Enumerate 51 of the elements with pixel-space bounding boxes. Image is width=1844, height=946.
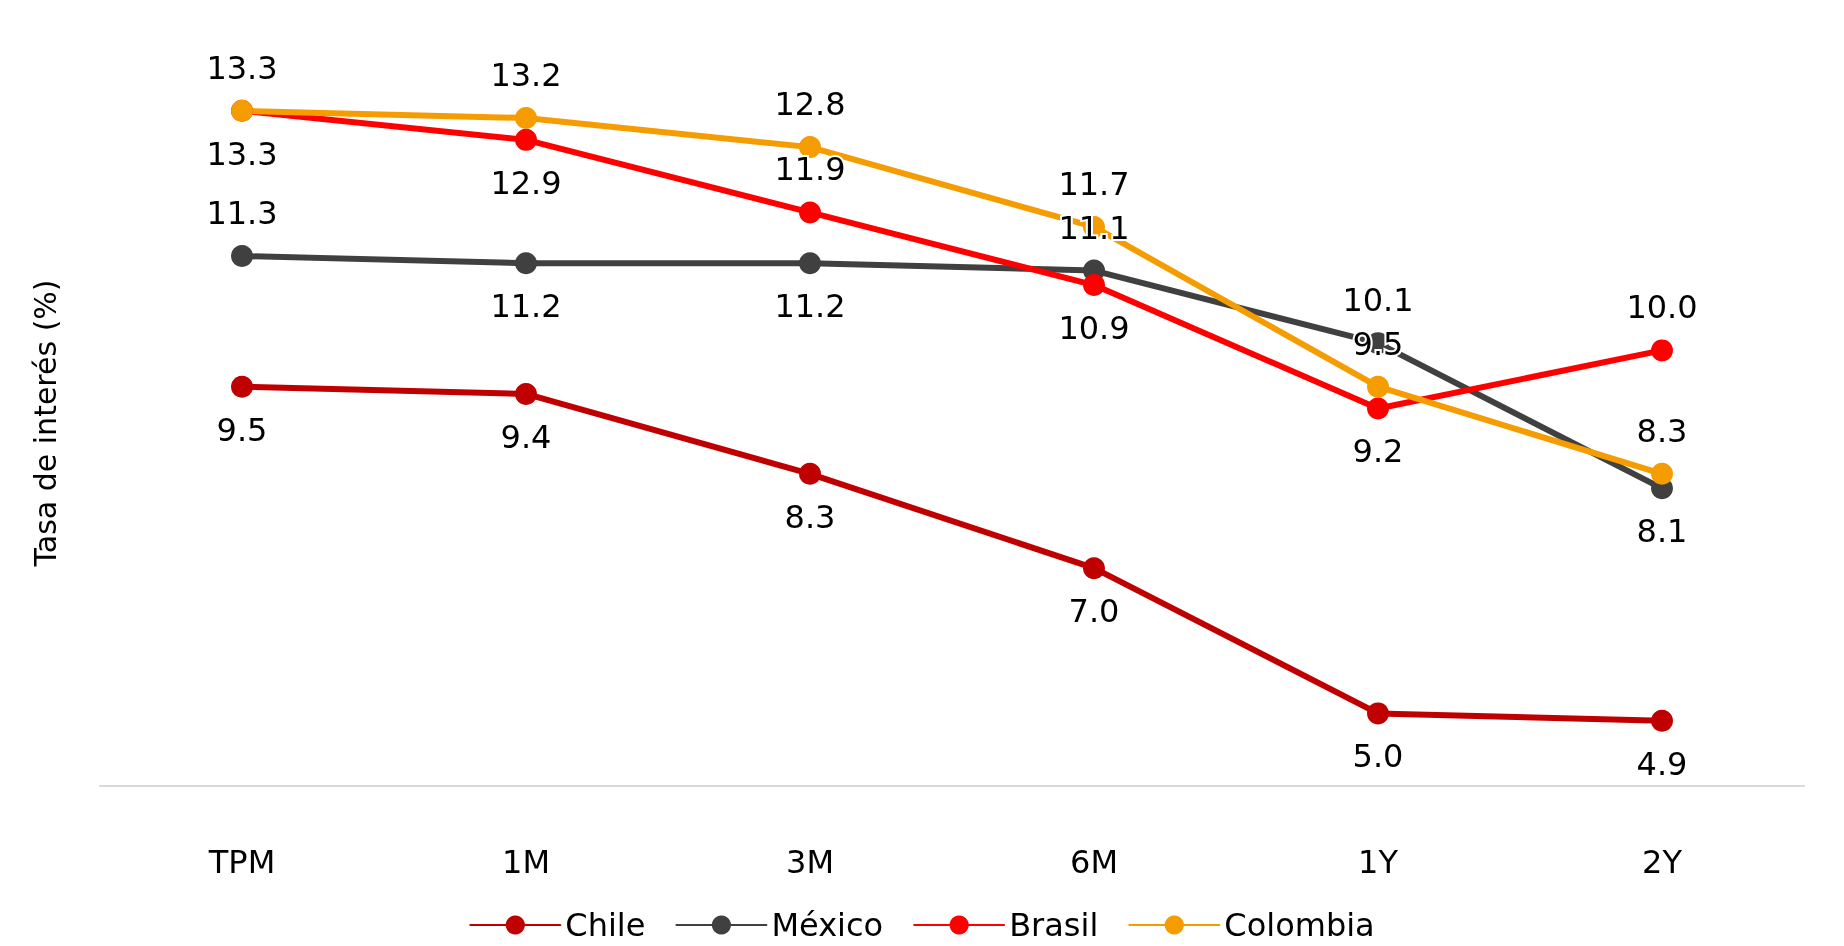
data-label: 10.0 bbox=[1626, 288, 1698, 327]
point bbox=[1367, 702, 1389, 725]
data-label: 8.3 bbox=[1636, 411, 1688, 450]
data-label: 11.7 bbox=[1058, 164, 1130, 203]
legend-label: México bbox=[771, 906, 884, 944]
data-label: 8.1 bbox=[1636, 512, 1688, 551]
y-axis-title: Tasa de interés (%) bbox=[27, 279, 63, 568]
point bbox=[1367, 375, 1389, 398]
data-label: 8.3 bbox=[784, 497, 836, 536]
point bbox=[799, 252, 821, 275]
data-label: 13.3 bbox=[206, 134, 278, 173]
legend-label: Colombia bbox=[1224, 906, 1375, 944]
point bbox=[515, 107, 537, 130]
point bbox=[231, 245, 253, 268]
point bbox=[1083, 274, 1105, 297]
data-label: 9.2 bbox=[1352, 432, 1404, 471]
data-label: 7.0 bbox=[1068, 592, 1120, 631]
legend-label: Chile bbox=[565, 906, 646, 944]
data-label: 13.3 bbox=[206, 48, 278, 87]
data-label: 4.9 bbox=[1636, 744, 1688, 783]
point bbox=[799, 462, 821, 485]
point bbox=[1367, 397, 1389, 420]
data-label: 11.2 bbox=[774, 287, 846, 326]
data-label: 5.0 bbox=[1352, 737, 1404, 776]
x-tick-label: 3M bbox=[786, 843, 834, 881]
point bbox=[231, 375, 253, 398]
data-label: 12.8 bbox=[774, 85, 846, 124]
data-label: 11.2 bbox=[490, 287, 562, 326]
data-label: 13.2 bbox=[490, 56, 562, 95]
data-label: 10.1 bbox=[1342, 281, 1414, 320]
point bbox=[1083, 557, 1105, 580]
point bbox=[799, 136, 821, 159]
point bbox=[1651, 339, 1673, 362]
x-tick-label: 1M bbox=[502, 843, 550, 881]
point bbox=[515, 128, 537, 151]
data-label: 9.4 bbox=[500, 417, 552, 456]
point bbox=[515, 382, 537, 405]
point bbox=[515, 252, 537, 275]
data-label: 10.9 bbox=[1058, 309, 1130, 348]
x-tick-label: 1Y bbox=[1358, 843, 1399, 881]
data-label: 11.3 bbox=[206, 194, 278, 233]
point bbox=[1651, 709, 1673, 732]
x-tick-label: 2Y bbox=[1642, 843, 1683, 881]
data-label: 9.5 bbox=[216, 410, 268, 449]
x-tick-label: TPM bbox=[207, 843, 276, 881]
legend-label: Brasil bbox=[1009, 906, 1099, 944]
x-tick-label: 6M bbox=[1070, 843, 1118, 881]
point bbox=[1651, 462, 1673, 485]
data-label: 11.9 bbox=[774, 150, 846, 189]
data-label: 12.9 bbox=[490, 163, 562, 202]
point bbox=[799, 201, 821, 224]
